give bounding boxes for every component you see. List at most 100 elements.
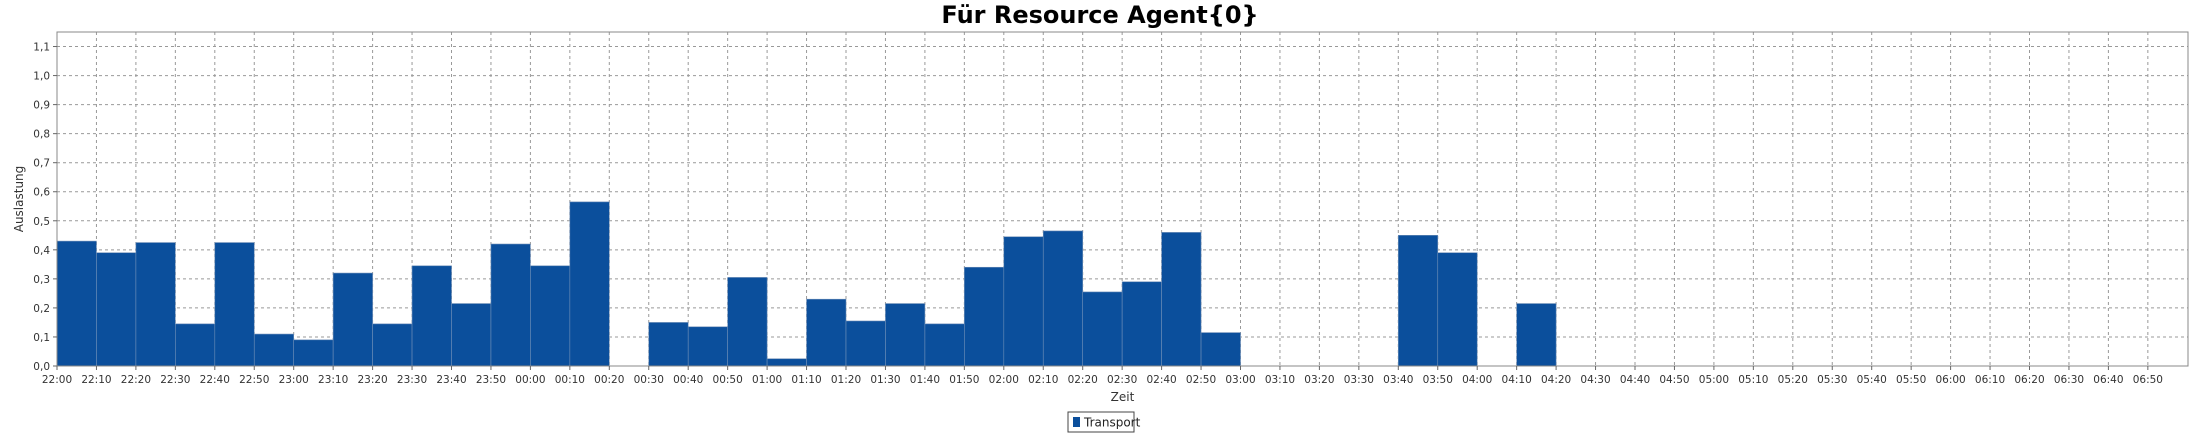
bar [806,298,847,367]
x-tick-label: 06:40 [2093,374,2123,386]
bar [1398,235,1439,367]
x-tick-label: 01:40 [910,374,940,386]
x-tick-label: 23:20 [357,374,387,386]
x-tick-label: 03:00 [1225,374,1255,386]
x-tick-label: 05:30 [1817,374,1847,386]
bar [845,320,886,367]
x-tick-label: 05:50 [1896,374,1926,386]
x-tick-label: 01:30 [870,374,900,386]
x-tick-label: 01:50 [949,374,979,386]
bar [885,303,926,367]
bar [648,322,689,367]
x-axis-label: Zeit [1111,390,1135,404]
bar [569,201,610,367]
x-tick-label: 03:40 [1383,374,1413,386]
x-tick-label: 02:30 [1107,374,1137,386]
x-tick-label: 22:40 [200,374,230,386]
bar [490,243,531,367]
x-tick-label: 02:00 [989,374,1019,386]
x-tick-label: 06:10 [1975,374,2005,386]
x-tick-label: 23:50 [476,374,506,386]
chart-title: Für Resource Agent{0} [941,1,1259,29]
x-tick-label: 22:50 [239,374,269,386]
x-tick-label: 04:20 [1541,374,1571,386]
bar [214,242,255,367]
x-tick-label: 06:50 [2133,374,2163,386]
y-tick-label: 0,8 [33,129,50,141]
y-tick-label: 1,1 [33,42,50,54]
y-tick-label: 0,6 [33,187,50,199]
x-tick-label: 00:00 [515,374,545,386]
x-tick-label: 02:50 [1186,374,1216,386]
x-tick-label: 04:50 [1659,374,1689,386]
bar [924,323,965,367]
bar [964,266,1005,367]
x-tick-label: 05:40 [1857,374,1887,386]
x-tick-label: 02:10 [1028,374,1058,386]
x-tick-label: 00:30 [634,374,664,386]
x-tick-label: 06:30 [2054,374,2084,386]
x-tick-label: 00:50 [713,374,743,386]
x-tick-label: 05:20 [1778,374,1808,386]
y-tick-label: 1,0 [33,71,50,83]
bar [253,333,295,367]
bar [332,272,373,367]
axes: 0,0 0,1 0,2 0,3 0,4 0,5 0,6 0,7 0,8 0,9 1,0 1,1 22:0… [33,31,2189,386]
bars-group [56,201,1557,367]
bar [727,277,768,367]
x-tick-label: 02:20 [1068,374,1098,386]
bar [1200,332,1241,367]
x-tick-label: 01:20 [831,374,861,386]
bar [1516,303,1557,367]
legend: Transport [1067,411,1141,433]
bar [687,326,728,367]
x-tick-label: 03:30 [1344,374,1374,386]
legend-swatch [1073,417,1080,427]
x-tick-label: 06:00 [1935,374,1965,386]
x-tick-label: 00:40 [673,374,703,386]
bar [1437,252,1478,367]
x-tick-label: 23:10 [318,374,348,386]
bar [372,323,413,367]
x-tick-label: 23:40 [436,374,466,386]
x-tick-label: 05:00 [1699,374,1729,386]
y-tick-label: 0,4 [33,245,50,257]
x-tick-label: 22:00 [42,374,72,386]
y-tick-label: 0,5 [33,216,50,228]
legend-label: Transport [1083,416,1141,430]
bar [56,240,97,367]
x-tick-label: 04:40 [1620,374,1650,386]
bar [96,252,137,367]
x-tick-label: 23:00 [279,374,309,386]
y-tick-label: 0,9 [33,100,50,112]
bar [411,265,452,367]
x-tick-label: 04:30 [1580,374,1610,386]
bar [1121,281,1162,367]
x-tick-label: 00:20 [594,374,624,386]
x-tick-label: 22:30 [160,374,190,386]
bar [766,358,807,367]
y-tick-label: 0,2 [33,303,50,315]
y-tick-label: 0,3 [33,274,50,286]
x-tick-label: 00:10 [555,374,585,386]
x-tick-label: 06:20 [2014,374,2044,386]
bar [1161,232,1202,367]
x-tick-label: 04:10 [1502,374,1532,386]
bar [1003,236,1044,367]
x-tick-label: 02:40 [1146,374,1176,386]
bar [293,339,334,367]
x-tick-label: 01:10 [791,374,821,386]
bar [530,265,571,367]
y-tick-label: 0,7 [33,158,50,170]
y-tick-label: 0,0 [33,361,50,373]
bar [1082,291,1123,367]
bar [175,323,216,367]
legend-box [1067,411,1135,433]
bar [1042,230,1084,367]
x-tick-label: 03:20 [1304,374,1334,386]
x-tick-label: 03:10 [1265,374,1295,386]
bar [451,303,492,367]
x-tick-label: 03:50 [1423,374,1453,386]
y-axis-label: Auslastung [12,166,26,233]
